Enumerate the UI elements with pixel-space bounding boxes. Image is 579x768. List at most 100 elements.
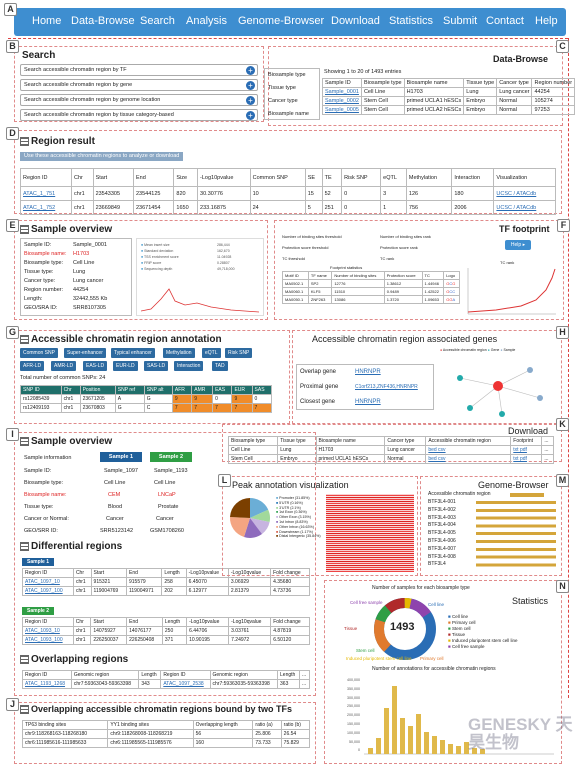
region-link[interactable]: ATAC_1093_100: [22, 635, 74, 645]
col-header[interactable]: Methylation: [405, 168, 453, 187]
col-header[interactable]: Cancer type: [496, 78, 533, 88]
region-link[interactable]: ATAC_1_752: [19, 200, 73, 215]
col-header[interactable]: Biosample name: [315, 436, 386, 446]
col-header[interactable]: TC: [421, 271, 445, 280]
nav-contact[interactable]: Contact: [486, 15, 524, 27]
col-header[interactable]: Tissue type: [277, 436, 317, 446]
col-header[interactable]: Size: [173, 168, 199, 187]
col-header[interactable]: Fold change: [270, 617, 310, 627]
col-header[interactable]: SAS: [251, 385, 273, 395]
col-header[interactable]: SNP ref: [114, 385, 145, 395]
plus-icon[interactable]: +: [246, 81, 255, 90]
nav-data-browse[interactable]: Data-Browse: [71, 15, 135, 27]
sample-link[interactable]: Sample_0005: [322, 105, 362, 115]
region-link[interactable]: ATAC_1193_1268: [22, 679, 72, 689]
nav-download[interactable]: Download: [331, 15, 380, 27]
col-header[interactable]: Length: [277, 670, 301, 680]
plus-icon[interactable]: +: [246, 111, 255, 120]
col-header[interactable]: SNP ID: [20, 385, 62, 395]
col-header[interactable]: ratio (b): [280, 720, 311, 730]
col-header[interactable]: Interaction: [451, 168, 495, 187]
col-header[interactable]: TP63 binding sites: [21, 720, 109, 730]
chip-typical-enhancer[interactable]: Typical enhancer: [111, 348, 155, 358]
sample-link[interactable]: Sample_0001: [322, 87, 362, 97]
nav-help[interactable]: Help: [535, 15, 558, 27]
nav-genome-browser[interactable]: Genome-Browser: [238, 15, 325, 27]
region-link[interactable]: ATAC_1097_100: [22, 586, 74, 596]
plus-icon[interactable]: +: [246, 66, 255, 75]
chip-methylation[interactable]: Methylation: [163, 348, 195, 358]
col-header[interactable]: -Log10qvalue: [228, 617, 272, 627]
chip-common-snp[interactable]: Common SNP: [20, 348, 58, 358]
help-button[interactable]: Help ▸: [505, 240, 531, 250]
col-header[interactable]: Common SNP: [249, 168, 306, 187]
col-header[interactable]: TF name: [307, 271, 333, 280]
col-header[interactable]: Region ID: [160, 670, 211, 680]
filter-tissue-type[interactable]: Tissue type: [268, 85, 296, 91]
col-header[interactable]: Region ID: [22, 568, 74, 578]
col-header[interactable]: Biosample name: [403, 78, 465, 88]
col-header[interactable]: Start: [90, 568, 127, 578]
col-header[interactable]: Region ID: [22, 670, 72, 680]
search-by-gene[interactable]: Search accessible chromatin region by ge…: [20, 79, 258, 91]
col-header[interactable]: EUR: [231, 385, 253, 395]
col-header[interactable]: ratio (a): [252, 720, 282, 730]
col-header[interactable]: AFR: [171, 385, 193, 395]
download-link[interactable]: bed csv: [425, 445, 512, 455]
sample-link[interactable]: Sample_0002: [322, 96, 362, 106]
col-header[interactable]: Visualization: [493, 168, 556, 187]
region-link[interactable]: ATAC_1097_10: [22, 577, 74, 587]
col-header[interactable]: EAS: [212, 385, 233, 395]
chip-risk-snp[interactable]: Risk SNP: [225, 348, 253, 358]
col-header[interactable]: Footprint: [510, 436, 543, 446]
col-header[interactable]: Region number: [531, 78, 576, 88]
col-header[interactable]: -Log10pvalue: [186, 617, 230, 627]
col-header[interactable]: YY1 binding sites: [107, 720, 194, 730]
col-header[interactable]: Region ID: [22, 617, 74, 627]
region-link[interactable]: ATAC_1_751: [19, 186, 73, 201]
col-header[interactable]: Chr: [60, 385, 81, 395]
filter-biosample-type[interactable]: Biosample type: [268, 72, 306, 78]
nav-submit[interactable]: Submit: [443, 15, 478, 27]
closest-gene-link[interactable]: HNRNPR: [355, 399, 381, 405]
col-header[interactable]: Number of binding sites: [331, 271, 385, 280]
col-header[interactable]: Biosample type: [227, 436, 279, 446]
col-header[interactable]: End: [132, 168, 175, 187]
nav-home[interactable]: Home: [32, 15, 62, 27]
download-link[interactable]: txt pdf: [510, 445, 543, 455]
chip-eas-ld[interactable]: EAS-LD: [83, 361, 108, 371]
col-header[interactable]: Chr: [72, 617, 92, 627]
nav-analysis[interactable]: Analysis: [186, 15, 227, 27]
visualization-link[interactable]: UCSC / ATACdb: [493, 200, 556, 215]
col-header[interactable]: Chr: [72, 568, 92, 578]
col-header[interactable]: Motif ID: [282, 271, 309, 280]
col-header[interactable]: -Log10pvalue: [197, 168, 251, 187]
search-by-tissue[interactable]: Search accessible chromatin region by ti…: [20, 109, 258, 121]
col-header[interactable]: Overlapping length: [192, 720, 254, 730]
col-header[interactable]: AMR: [191, 385, 214, 395]
col-header[interactable]: Start: [90, 617, 128, 627]
filter-cancer-type[interactable]: Cancer type: [268, 98, 298, 104]
chip-afr-ld[interactable]: AFR-LD: [20, 361, 45, 371]
analyze-download-button[interactable]: Use these accessible chromatin regions t…: [20, 152, 184, 161]
region-link[interactable]: ATAC_1097_2538: [160, 679, 211, 689]
col-header[interactable]: Accessible chromatin region: [425, 436, 512, 446]
col-header[interactable]: Biosample type: [360, 78, 405, 88]
chip-tad[interactable]: TAD: [212, 361, 228, 371]
chip-sas-ld[interactable]: SAS-LD: [144, 361, 169, 371]
col-header[interactable]: Region ID: [19, 168, 73, 187]
download-link[interactable]: txt pdf: [510, 454, 543, 464]
col-header[interactable]: Risk SNP: [341, 168, 382, 187]
region-link[interactable]: ATAC_1093_10: [22, 626, 74, 636]
col-header[interactable]: eQTL: [380, 168, 407, 187]
col-header[interactable]: Length: [161, 568, 187, 578]
visualization-link[interactable]: UCSC / ATACdb: [493, 186, 556, 201]
nav-search[interactable]: Search: [140, 15, 175, 27]
col-header[interactable]: Sample ID: [322, 78, 362, 88]
col-header[interactable]: SE: [304, 168, 323, 187]
search-by-tf[interactable]: Search accessible chromatin region by TF…: [20, 64, 258, 76]
plus-icon[interactable]: +: [246, 96, 255, 105]
col-header[interactable]: Cancer type: [384, 436, 427, 446]
col-header[interactable]: Genomic region: [209, 670, 279, 680]
col-header[interactable]: Protection score: [383, 271, 423, 280]
